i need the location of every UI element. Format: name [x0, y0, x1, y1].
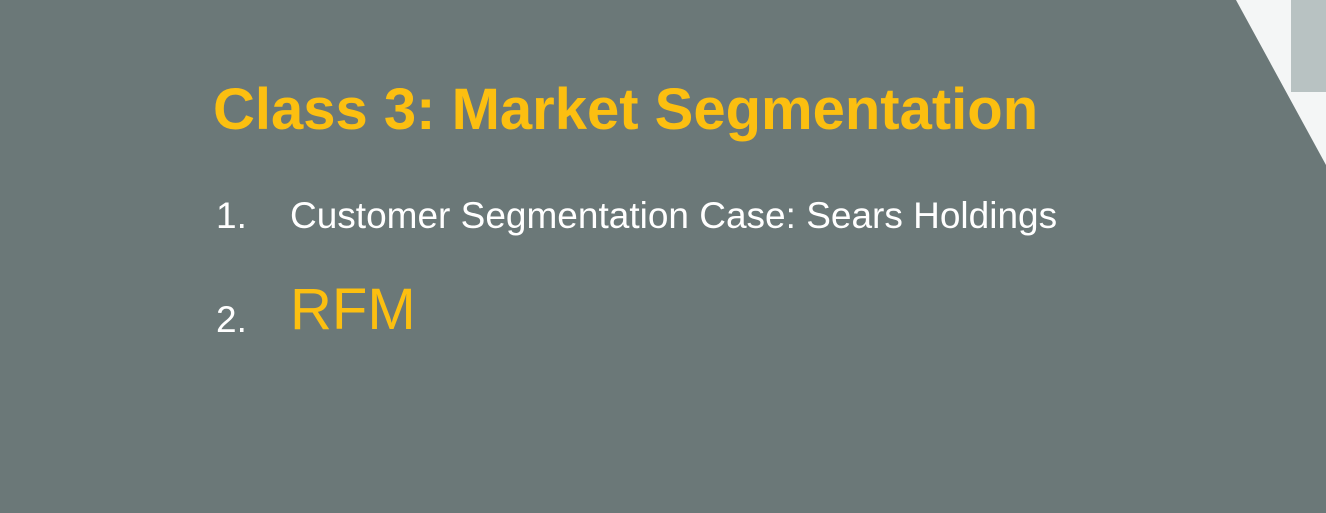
- agenda-item-text: Customer Segmentation Case: Sears Holdin…: [290, 195, 1058, 236]
- agenda-item-text-highlighted: RFM: [290, 277, 416, 342]
- slide-title: Class 3: Market Segmentation: [213, 77, 1039, 142]
- agenda-item-number: 1.: [216, 195, 247, 236]
- corner-decoration: [1236, 0, 1326, 165]
- agenda-item-number: 2.: [216, 299, 247, 340]
- corner-strip: [1291, 0, 1326, 92]
